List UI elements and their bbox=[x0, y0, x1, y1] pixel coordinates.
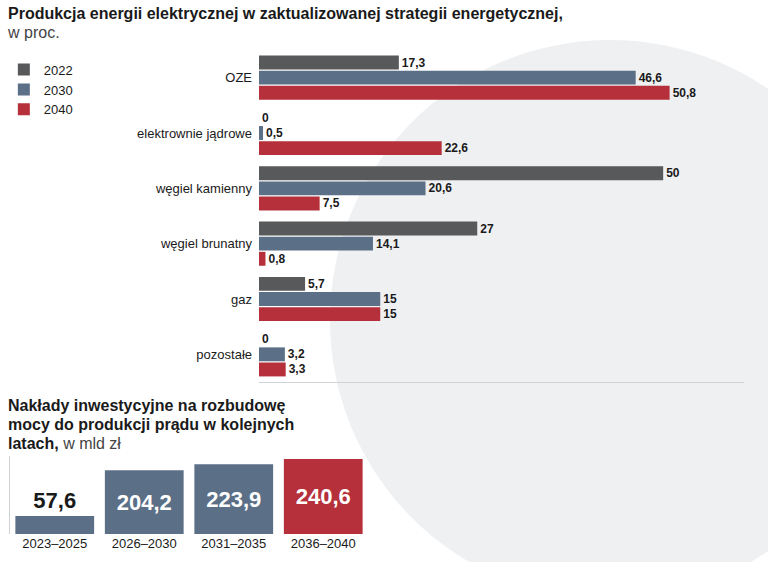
svg-text:2036–2040: 2036–2040 bbox=[291, 536, 356, 551]
svg-text:22,6: 22,6 bbox=[445, 141, 469, 155]
html-text:Produkcja energii elektrycznej: Produkcja energii elektrycznej w zaktual… bbox=[8, 5, 563, 22]
svg-text:elektrownie jądrowe: elektrownie jądrowe bbox=[137, 126, 252, 141]
svg-text:15: 15 bbox=[383, 292, 397, 306]
html-text:w proc.: w proc. bbox=[8, 24, 60, 41]
svg-text:5,7: 5,7 bbox=[308, 277, 325, 291]
svg-text:14,1: 14,1 bbox=[376, 237, 400, 251]
svg-text:gaz: gaz bbox=[231, 292, 252, 307]
svg-text:OZE: OZE bbox=[225, 70, 252, 85]
svg-text:204,2: 204,2 bbox=[117, 490, 172, 515]
svg-text:240,6: 240,6 bbox=[296, 484, 351, 509]
svg-text:węgiel brunatny: węgiel brunatny bbox=[160, 236, 253, 251]
svg-text:7,5: 7,5 bbox=[323, 196, 340, 210]
svg-text:2031–2035: 2031–2035 bbox=[201, 536, 266, 551]
svg-text:pozostałe: pozostałe bbox=[196, 347, 252, 362]
svg-text:57,6: 57,6 bbox=[33, 488, 76, 513]
svg-text:0,5: 0,5 bbox=[266, 126, 283, 140]
svg-text:2022: 2022 bbox=[44, 63, 73, 78]
svg-text:3,3: 3,3 bbox=[289, 362, 306, 376]
svg-text:0: 0 bbox=[262, 332, 269, 346]
svg-text:3,2: 3,2 bbox=[288, 347, 305, 361]
html-text:Nakłady inwestycyjne na rozbud: Nakłady inwestycyjne na rozbudowę mocy d… bbox=[8, 397, 295, 452]
svg-text:0: 0 bbox=[262, 111, 269, 125]
svg-text:46,6: 46,6 bbox=[639, 71, 663, 85]
svg-text:0,8: 0,8 bbox=[268, 252, 285, 266]
svg-text:50,8: 50,8 bbox=[673, 86, 697, 100]
svg-text:15: 15 bbox=[383, 307, 397, 321]
svg-text:2023–2025: 2023–2025 bbox=[22, 536, 87, 551]
svg-text:50: 50 bbox=[666, 166, 680, 180]
svg-text:2026–2030: 2026–2030 bbox=[112, 536, 177, 551]
svg-text:20,6: 20,6 bbox=[429, 181, 453, 195]
svg-text:2030: 2030 bbox=[44, 83, 73, 98]
svg-text:węgiel kamienny: węgiel kamienny bbox=[155, 181, 253, 196]
svg-text:17,3: 17,3 bbox=[402, 56, 426, 70]
svg-text:2040: 2040 bbox=[44, 102, 73, 117]
svg-text:27: 27 bbox=[480, 222, 494, 236]
svg-text:223,9: 223,9 bbox=[206, 487, 261, 512]
